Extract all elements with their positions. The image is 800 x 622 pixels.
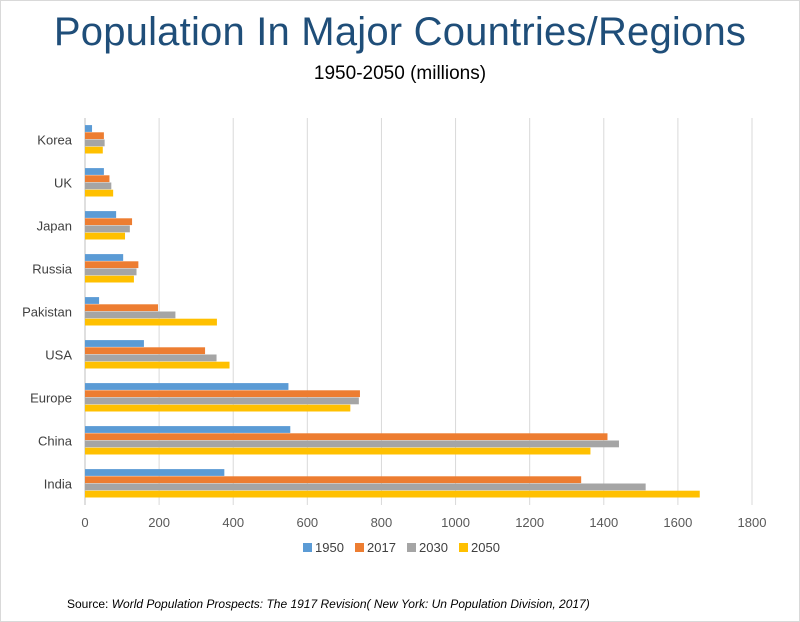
- bar-europe-2050: [85, 404, 351, 412]
- bar-russia-2050: [85, 275, 134, 283]
- x-tick-label-1400: 1400: [589, 515, 618, 530]
- category-label-india: India: [44, 477, 73, 492]
- category-label-russia: Russia: [32, 262, 73, 277]
- legend-swatch-2050: [459, 543, 468, 552]
- bar-pakistan-2030: [85, 311, 176, 319]
- bar-russia-2030: [85, 268, 137, 276]
- bar-pakistan-2050: [85, 318, 217, 326]
- bar-india-2050: [85, 490, 700, 498]
- bar-korea-2030: [85, 139, 105, 147]
- bar-korea-2017: [85, 132, 104, 140]
- bar-pakistan-1950: [85, 297, 100, 304]
- bar-japan-2050: [85, 232, 126, 240]
- bar-uk-2050: [85, 189, 114, 197]
- bar-usa-2030: [85, 354, 217, 362]
- legend-label-2017: 2017: [367, 540, 396, 555]
- x-tick-label-600: 600: [296, 515, 318, 530]
- category-label-pakistan: Pakistan: [22, 305, 72, 320]
- legend-label-1950: 1950: [315, 540, 344, 555]
- legend-swatch-1950: [303, 543, 312, 552]
- category-label-china: China: [38, 434, 73, 449]
- bar-russia-2017: [85, 261, 139, 269]
- category-label-usa: USA: [45, 348, 72, 363]
- category-label-europe: Europe: [30, 391, 72, 406]
- chart-title: Population In Major Countries/Regions: [53, 10, 747, 54]
- category-label-japan: Japan: [37, 219, 72, 234]
- bar-europe-1950: [85, 383, 289, 390]
- bar-usa-2050: [85, 361, 230, 369]
- bar-europe-2030: [85, 397, 359, 405]
- bar-europe-2017: [85, 390, 360, 398]
- legend-label-2030: 2030: [419, 540, 448, 555]
- x-tick-label-800: 800: [371, 515, 393, 530]
- category-label-uk: UK: [54, 176, 72, 191]
- bar-japan-2017: [85, 218, 133, 226]
- bar-usa-1950: [85, 340, 144, 347]
- chart-subtitle: 1950-2050 (millions): [313, 63, 487, 84]
- source-note: Source: World Population Prospects: The …: [67, 597, 590, 611]
- x-tick-label-200: 200: [148, 515, 170, 530]
- bar-korea-1950: [85, 125, 93, 132]
- legend-swatch-2030: [407, 543, 416, 552]
- bar-japan-1950: [85, 211, 117, 218]
- bar-india-2017: [85, 476, 582, 484]
- bar-japan-2030: [85, 225, 130, 233]
- category-label-korea: Korea: [37, 133, 72, 148]
- bar-china-2030: [85, 440, 619, 448]
- bar-china-1950: [85, 426, 291, 433]
- x-tick-label-1600: 1600: [663, 515, 692, 530]
- bar-china-2050: [85, 447, 591, 455]
- bar-uk-2017: [85, 175, 110, 183]
- bar-korea-2050: [85, 146, 103, 154]
- x-tick-label-400: 400: [222, 515, 244, 530]
- source-text: World Population Prospects: The 1917 Rev…: [111, 597, 590, 611]
- source-prefix: Source:: [67, 597, 112, 611]
- bar-china-2017: [85, 433, 608, 441]
- bar-uk-1950: [85, 168, 104, 175]
- bar-russia-1950: [85, 254, 124, 261]
- x-tick-label-1200: 1200: [515, 515, 544, 530]
- x-tick-label-0: 0: [81, 515, 88, 530]
- x-tick-label-1000: 1000: [441, 515, 470, 530]
- legend-label-2050: 2050: [471, 540, 500, 555]
- bar-uk-2030: [85, 182, 112, 190]
- bar-pakistan-2017: [85, 304, 158, 312]
- legend-swatch-2017: [355, 543, 364, 552]
- x-tick-label-1800: 1800: [738, 515, 767, 530]
- bar-usa-2017: [85, 347, 206, 355]
- bar-india-1950: [85, 469, 225, 476]
- bar-india-2030: [85, 483, 646, 491]
